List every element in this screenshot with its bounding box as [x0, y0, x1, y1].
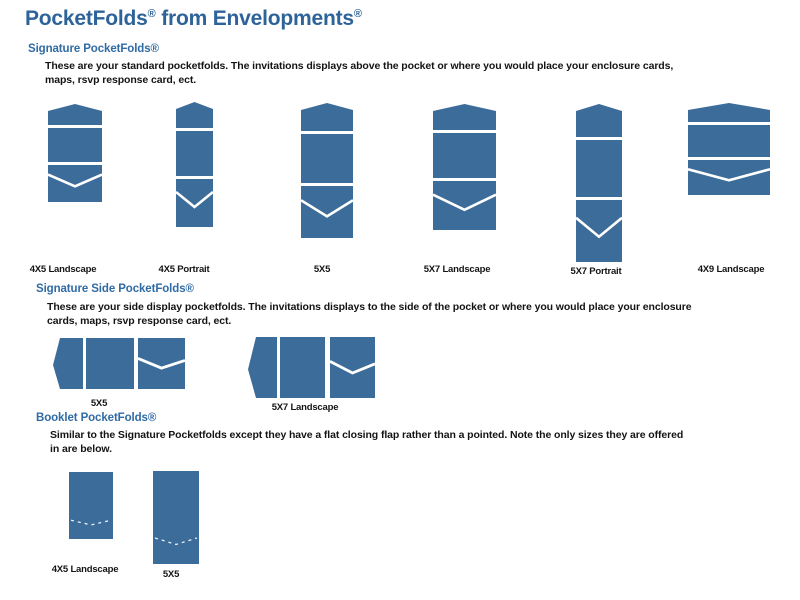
pocketfold-booklet-4x5-landscape [69, 472, 113, 539]
shape-size-label: 5X7 Portrait [570, 266, 622, 277]
page-title: PocketFolds® from Envelopments® [25, 7, 362, 31]
shape-size-label: 5X7 Landscape [423, 264, 491, 275]
pocketfold-signature-5x7-portrait [576, 104, 622, 262]
section-description-signature-side: These are your side display pocketfolds.… [47, 300, 692, 328]
shape-size-label: 4X5 Landscape [51, 564, 119, 575]
shape-size-label: 5X5 [162, 569, 180, 580]
registered-mark-icon: ® [353, 8, 362, 20]
description-line: These are your standard pocketfolds. The… [45, 60, 674, 72]
shape-size-label: 5X5 [313, 264, 331, 275]
title-rest: from Envelopments [155, 7, 354, 30]
section-heading-signature-side: Signature Side PocketFolds® [36, 283, 194, 295]
pocketfold-booklet-5x5 [153, 471, 199, 564]
description-line: maps, rsvp response card, ect. [45, 74, 197, 86]
shape-size-label: 4X5 Landscape [29, 264, 97, 275]
pocketfold-side-5x7-landscape [248, 337, 375, 398]
description-line: cards, maps, rsvp response card, ect. [47, 315, 232, 327]
pocketfold-signature-5x7-landscape [433, 104, 496, 230]
shape-size-label: 4X5 Portrait [158, 264, 210, 275]
registered-mark-icon: ® [147, 8, 156, 20]
section-description-signature: These are your standard pocketfolds. The… [45, 59, 673, 87]
pocketfold-side-5x5 [53, 338, 185, 389]
pocketfold-signature-4x5-portrait [176, 102, 213, 227]
description-line: Similar to the Signature Pocketfolds exc… [50, 429, 684, 441]
title-brand: PocketFolds [25, 7, 148, 30]
shape-size-label: 5X7 Landscape [271, 402, 339, 413]
shape-size-label: 5X5 [90, 398, 108, 409]
shape-size-label: 4X9 Landscape [697, 264, 765, 275]
description-line: in are below. [50, 443, 112, 455]
pocketfold-signature-5x5 [301, 103, 353, 238]
description-line: These are your side display pocketfolds.… [47, 301, 692, 313]
pocketfold-signature-4x5-landscape [48, 104, 102, 202]
section-heading-signature: Signature PocketFolds® [28, 43, 159, 55]
section-heading-booklet: Booklet PocketFolds® [36, 412, 157, 424]
pocketfold-signature-4x9-landscape [688, 103, 770, 195]
section-description-booklet: Similar to the Signature Pocketfolds exc… [50, 428, 683, 456]
